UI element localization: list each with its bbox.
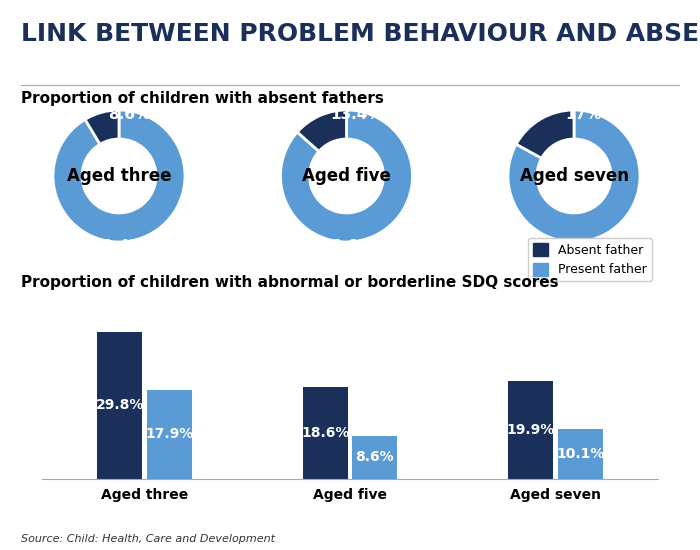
Text: 10.1%: 10.1% [556,447,604,461]
Wedge shape [516,110,574,158]
Text: 91.4%: 91.4% [92,239,146,255]
Text: 17%: 17% [566,107,602,123]
Text: 18.6%: 18.6% [301,426,349,440]
Text: 8.6%: 8.6% [108,107,150,123]
Text: Proportion of children with absent fathers: Proportion of children with absent fathe… [21,91,384,106]
Bar [97,332,142,478]
Bar [558,429,603,478]
Bar [508,381,553,478]
Text: 13.4%: 13.4% [330,107,383,123]
Text: Aged five: Aged five [302,167,391,185]
Wedge shape [508,110,640,242]
Text: 29.8%: 29.8% [96,398,144,412]
Bar [147,390,192,478]
Text: Proportion of children with abnormal or borderline SDQ scores: Proportion of children with abnormal or … [21,275,559,290]
Text: Source: Child: Health, Care and Development: Source: Child: Health, Care and Developm… [21,535,275,544]
Text: LINK BETWEEN PROBLEM BEHAVIOUR AND ABSENT DADS: LINK BETWEEN PROBLEM BEHAVIOUR AND ABSEN… [21,22,700,46]
Bar [302,387,348,478]
Text: 86.6%: 86.6% [320,239,373,255]
Text: 8.6%: 8.6% [356,450,394,464]
Text: Aged three: Aged three [66,167,172,185]
Wedge shape [53,110,185,242]
Text: Aged seven: Aged seven [519,167,629,185]
Bar [352,436,398,478]
Text: 19.9%: 19.9% [506,422,554,437]
Legend: Absent father, Present father: Absent father, Present father [528,238,652,282]
Text: 83%: 83% [556,239,592,255]
Wedge shape [298,110,346,151]
Text: 17.9%: 17.9% [146,427,194,442]
Wedge shape [85,110,119,144]
Wedge shape [281,110,412,242]
